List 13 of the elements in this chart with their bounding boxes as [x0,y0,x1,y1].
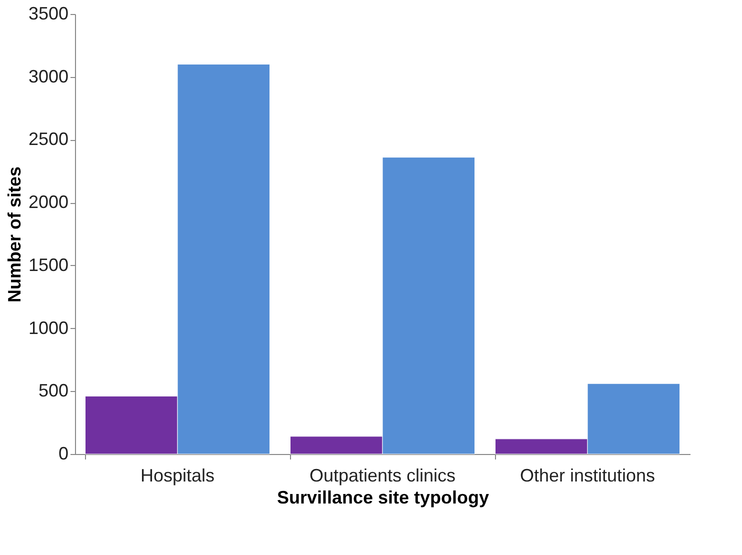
y-tick-label: 0 [58,444,68,464]
y-tick-label: 2500 [28,129,68,150]
y-tick-label: 1500 [28,254,68,275]
x-tick-label: Outpatients clinics [309,466,456,486]
x-axis-title: Survillance site typology [276,488,490,508]
x-tick-label: Hospitals [140,466,215,486]
y-tick-label: 1000 [28,318,68,338]
y-tick-label: 500 [38,380,68,401]
y-axis-title: Number of sites [4,166,24,303]
y-tick-label: 3500 [28,4,68,24]
x-tick-label: Other institutions [520,466,656,486]
y-tick-label: 3000 [28,66,68,86]
y-tick-label: 2000 [28,192,68,212]
